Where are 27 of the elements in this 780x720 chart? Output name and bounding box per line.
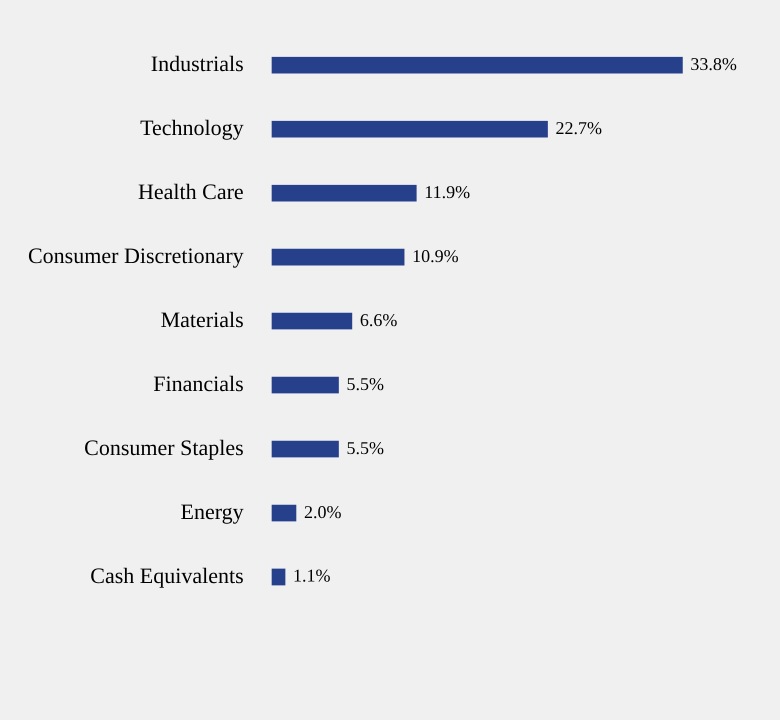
bar bbox=[272, 568, 286, 586]
data-label: 5.5% bbox=[346, 438, 384, 458]
data-label: 11.9% bbox=[424, 182, 470, 202]
y-tick-label: Cash Equivalents bbox=[90, 562, 244, 588]
bar bbox=[272, 504, 296, 522]
data-label: 2.0% bbox=[304, 502, 342, 522]
bar bbox=[272, 376, 339, 394]
bar bbox=[272, 440, 339, 458]
y-tick-label: Technology bbox=[140, 114, 244, 140]
bar bbox=[272, 184, 417, 202]
y-tick-label: Materials bbox=[160, 306, 244, 332]
y-tick-label: Energy bbox=[180, 498, 244, 524]
y-tick-label: Health Care bbox=[138, 178, 244, 204]
data-label: 5.5% bbox=[346, 374, 384, 394]
bar bbox=[272, 56, 683, 74]
data-label: 22.7% bbox=[556, 118, 602, 138]
y-tick-label: Consumer Discretionary bbox=[28, 242, 244, 268]
bar bbox=[272, 312, 352, 330]
y-tick-label: Industrials bbox=[150, 50, 244, 76]
y-tick-label: Consumer Staples bbox=[84, 434, 244, 460]
bar bbox=[272, 120, 548, 138]
data-label: 1.1% bbox=[293, 566, 331, 586]
y-tick-label: Financials bbox=[153, 370, 244, 396]
bar bbox=[272, 248, 404, 266]
data-label: 33.8% bbox=[690, 54, 737, 74]
data-label: 6.6% bbox=[360, 310, 398, 330]
data-label: 10.9% bbox=[412, 246, 459, 266]
